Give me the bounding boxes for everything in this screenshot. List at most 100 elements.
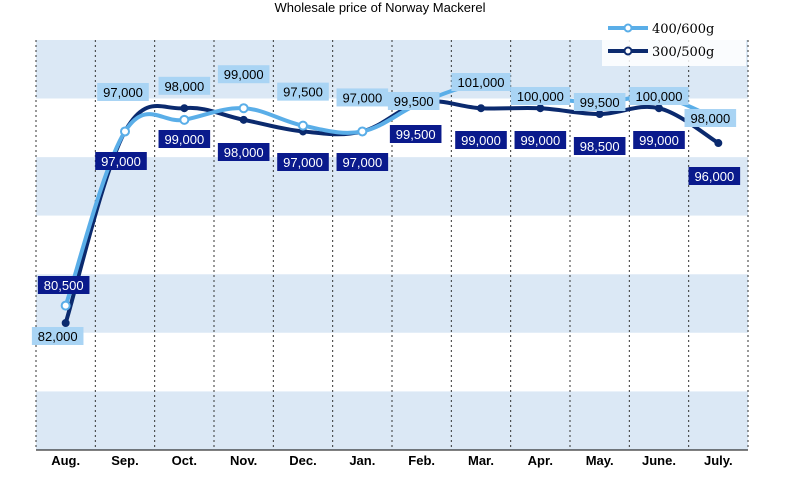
data-label-text: 101,000 [458, 75, 505, 90]
data-label-bg [95, 152, 147, 170]
data-label: 100,000 [510, 87, 570, 105]
data-point [180, 104, 189, 113]
data-label-bg [336, 153, 389, 171]
data-label: 97,500 [277, 82, 329, 101]
data-point [298, 120, 308, 131]
data-label-text: 97,000 [342, 90, 382, 105]
data-label-bg [629, 87, 689, 105]
x-tick-label: June. [642, 453, 676, 468]
data-label-bg [158, 76, 211, 95]
x-tick-label: Apr. [528, 453, 553, 468]
data-label-bg [573, 93, 626, 111]
data-point [61, 319, 70, 327]
data-label: 97,000 [336, 88, 389, 107]
data-label: 99,000 [514, 131, 567, 149]
data-label: 98,000 [217, 143, 270, 161]
legend-label-300-500g: 300/500g [652, 45, 714, 60]
data-label: 99,500 [389, 125, 442, 143]
data-label: 98,000 [684, 109, 737, 127]
data-label-text: 99,000 [164, 132, 204, 147]
data-label-bg [336, 88, 389, 107]
x-tick-label: Dec. [289, 453, 316, 468]
data-label-text: 97,000 [103, 85, 143, 100]
data-label-text: 100,000 [636, 89, 683, 104]
data-label: 101,000 [451, 73, 511, 91]
data-label-bg [97, 83, 149, 101]
data-label-bg [389, 125, 442, 143]
data-label-bg [510, 87, 570, 105]
data-point [477, 104, 485, 113]
data-label: 97,000 [336, 153, 389, 171]
x-tick-label: Sep. [111, 453, 138, 468]
data-label: 99,000 [633, 131, 685, 149]
data-label-bg [514, 131, 567, 149]
data-label: 98,000 [158, 76, 211, 95]
data-label-bg [387, 92, 440, 110]
data-point [120, 126, 130, 137]
x-tick-labels: Aug. Sep. Oct. Nov. Dec. Jan. Feb. Mar. Apr. May.… [51, 453, 732, 468]
data-label-text: 97,500 [283, 85, 323, 100]
data-label-text: 98,000 [224, 145, 264, 160]
data-label-bg [451, 73, 511, 91]
x-tick-label: Mar. [468, 453, 494, 468]
data-label: 99,000 [455, 131, 507, 149]
data-labels: 82,000 80,500 97,000 97,000 98,000 99,000 99,0… [31, 65, 741, 345]
data-label: 80,500 [37, 276, 90, 294]
data-label-bg [217, 65, 270, 84]
chart-title: Wholesale price of Norway Mackerel [274, 0, 486, 15]
data-label: 99,500 [573, 93, 626, 111]
data-label-text: 80,500 [44, 278, 84, 293]
data-label: 98,500 [573, 137, 626, 155]
data-point [179, 114, 190, 125]
data-label-text: 99,000 [639, 133, 679, 148]
data-label: 96,000 [688, 167, 741, 185]
x-tick-label: Nov. [230, 453, 257, 468]
data-label: 100,000 [629, 87, 689, 105]
x-tick-label: July. [704, 453, 733, 468]
vertical-gridlines [35, 40, 749, 450]
data-label-text: 98,500 [580, 139, 620, 154]
legend-marker-400-600g [623, 23, 633, 33]
x-tick-label: Jan. [349, 453, 375, 468]
data-label-text: 98,000 [690, 111, 730, 126]
data-label-text: 97,000 [101, 154, 141, 169]
data-label-text: 97,000 [342, 155, 382, 170]
data-label-bg [37, 276, 90, 294]
data-label-text: 98,000 [164, 79, 204, 94]
data-label: 99,000 [217, 65, 270, 84]
data-label-text: 96,000 [694, 169, 734, 184]
data-label-bg [688, 167, 741, 185]
data-point [239, 115, 248, 124]
data-label-text: 99,500 [394, 94, 434, 109]
data-label-text: 99,000 [520, 133, 560, 148]
data-label-text: 99,500 [580, 95, 620, 110]
data-point [238, 103, 249, 114]
data-point [714, 139, 723, 148]
x-tick-label: Feb. [408, 453, 435, 468]
data-label-bg [158, 130, 211, 148]
data-point [357, 126, 368, 137]
data-label-bg [573, 137, 626, 155]
data-point [60, 300, 71, 311]
data-label-bg [455, 131, 507, 149]
data-label-text: 99,500 [396, 127, 436, 142]
x-tick-label: Oct. [172, 453, 197, 468]
data-label: 82,000 [31, 327, 84, 345]
data-point [595, 110, 604, 119]
data-point [536, 104, 545, 113]
data-label-text: 97,000 [283, 155, 323, 170]
x-tick-label: May. [586, 453, 614, 468]
data-point [655, 104, 663, 113]
data-label-bg [684, 109, 737, 127]
data-label-bg [277, 82, 329, 101]
legend: 400/600g 300/500g [602, 18, 746, 66]
data-label: 97,000 [97, 83, 149, 101]
data-label-text: 82,000 [38, 329, 78, 344]
legend-marker-300-500g [623, 46, 633, 56]
data-label: 99,500 [387, 92, 440, 110]
data-label: 97,000 [277, 153, 329, 171]
data-label-text: 100,000 [517, 89, 564, 104]
data-label-text: 99,000 [461, 133, 501, 148]
legend-label-400-600g: 400/600g [652, 22, 714, 37]
